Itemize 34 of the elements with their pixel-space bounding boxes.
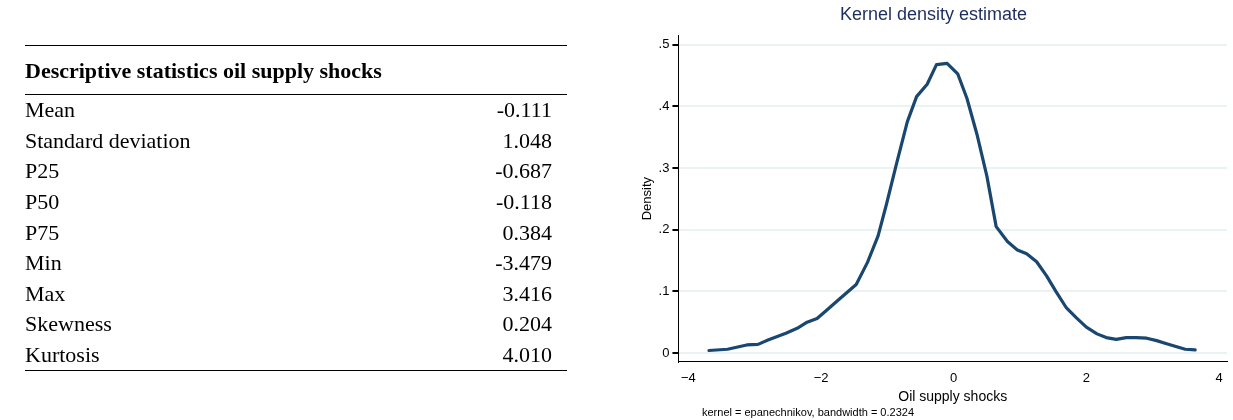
x-tick-label: −4 [680, 369, 696, 385]
text: 3.416 [502, 280, 552, 306]
x-axis-title: Oil supply shocks [898, 388, 1008, 405]
category-label: P25 [25, 157, 61, 186]
category-label: Skewness [25, 310, 113, 339]
category-label: P50 [25, 188, 61, 217]
text: kernel = epanechnikov, bandwidth = 0.2324 [702, 405, 915, 418]
x-tick-label: 4 [1215, 369, 1223, 385]
y-axis-title: Density [639, 176, 655, 221]
text: -0.111 [496, 97, 552, 123]
category-label: Max [25, 279, 67, 308]
text: -0.118 [495, 189, 552, 215]
y-tick-label: .5 [658, 36, 670, 52]
y-tick-label: 0 [662, 344, 670, 360]
category-label: Min [25, 249, 63, 278]
text: 4.010 [502, 342, 552, 368]
y-tick-label: .4 [658, 98, 670, 114]
category-label: Standard deviation [25, 126, 192, 155]
x-tick-label: 0 [950, 369, 958, 385]
y-tick-label: .2 [658, 221, 670, 237]
y-tick-label: .1 [658, 282, 670, 298]
category-label: Mean [25, 96, 77, 125]
chart-title: Kernel density estimate [839, 3, 1028, 24]
category-label: P75 [25, 218, 61, 247]
text: -0.687 [495, 158, 552, 184]
y-tick-label: .3 [658, 159, 670, 175]
text: 0.384 [502, 219, 552, 245]
text: -3.479 [495, 250, 552, 276]
text: Descriptive statistics oil supply shocks [25, 45, 567, 95]
text: 0.204 [502, 311, 552, 337]
x-tick-label: 2 [1082, 369, 1090, 385]
category-label: Kurtosis [25, 339, 403, 371]
text: 1.048 [502, 127, 552, 153]
x-tick-label: −2 [813, 369, 829, 385]
